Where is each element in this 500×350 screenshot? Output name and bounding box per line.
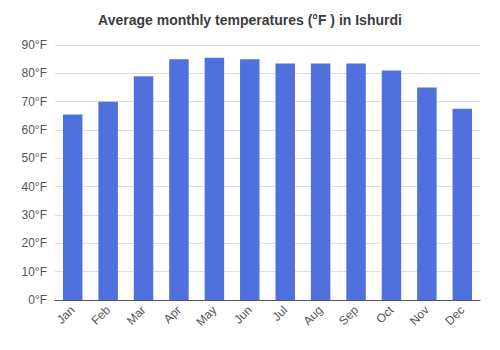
svg-text:Nov: Nov bbox=[407, 303, 432, 328]
svg-text:30°F: 30°F bbox=[22, 208, 47, 222]
svg-text:Jan: Jan bbox=[54, 303, 78, 327]
svg-text:50°F: 50°F bbox=[22, 151, 47, 165]
svg-text:Sep: Sep bbox=[336, 303, 361, 328]
svg-text:70°F: 70°F bbox=[22, 95, 47, 109]
svg-text:80°F: 80°F bbox=[22, 66, 47, 80]
svg-text:10°F: 10°F bbox=[22, 265, 47, 279]
svg-text:Aug: Aug bbox=[301, 303, 326, 328]
svg-text:60°F: 60°F bbox=[22, 123, 47, 137]
svg-text:Average monthly temperatures (: Average monthly temperatures (°F ) in Is… bbox=[98, 12, 402, 28]
svg-text:Dec: Dec bbox=[442, 303, 467, 328]
svg-text:Jul: Jul bbox=[269, 303, 290, 324]
svg-text:Jun: Jun bbox=[231, 303, 255, 327]
svg-text:20°F: 20°F bbox=[22, 236, 47, 250]
svg-text:Mar: Mar bbox=[124, 303, 149, 327]
svg-text:Apr: Apr bbox=[161, 303, 184, 326]
svg-text:Feb: Feb bbox=[89, 303, 114, 328]
svg-text:90°F: 90°F bbox=[22, 38, 47, 52]
svg-text:May: May bbox=[193, 303, 219, 329]
svg-text:0°F: 0°F bbox=[28, 293, 47, 307]
svg-text:40°F: 40°F bbox=[22, 180, 47, 194]
svg-text:Oct: Oct bbox=[373, 303, 397, 327]
